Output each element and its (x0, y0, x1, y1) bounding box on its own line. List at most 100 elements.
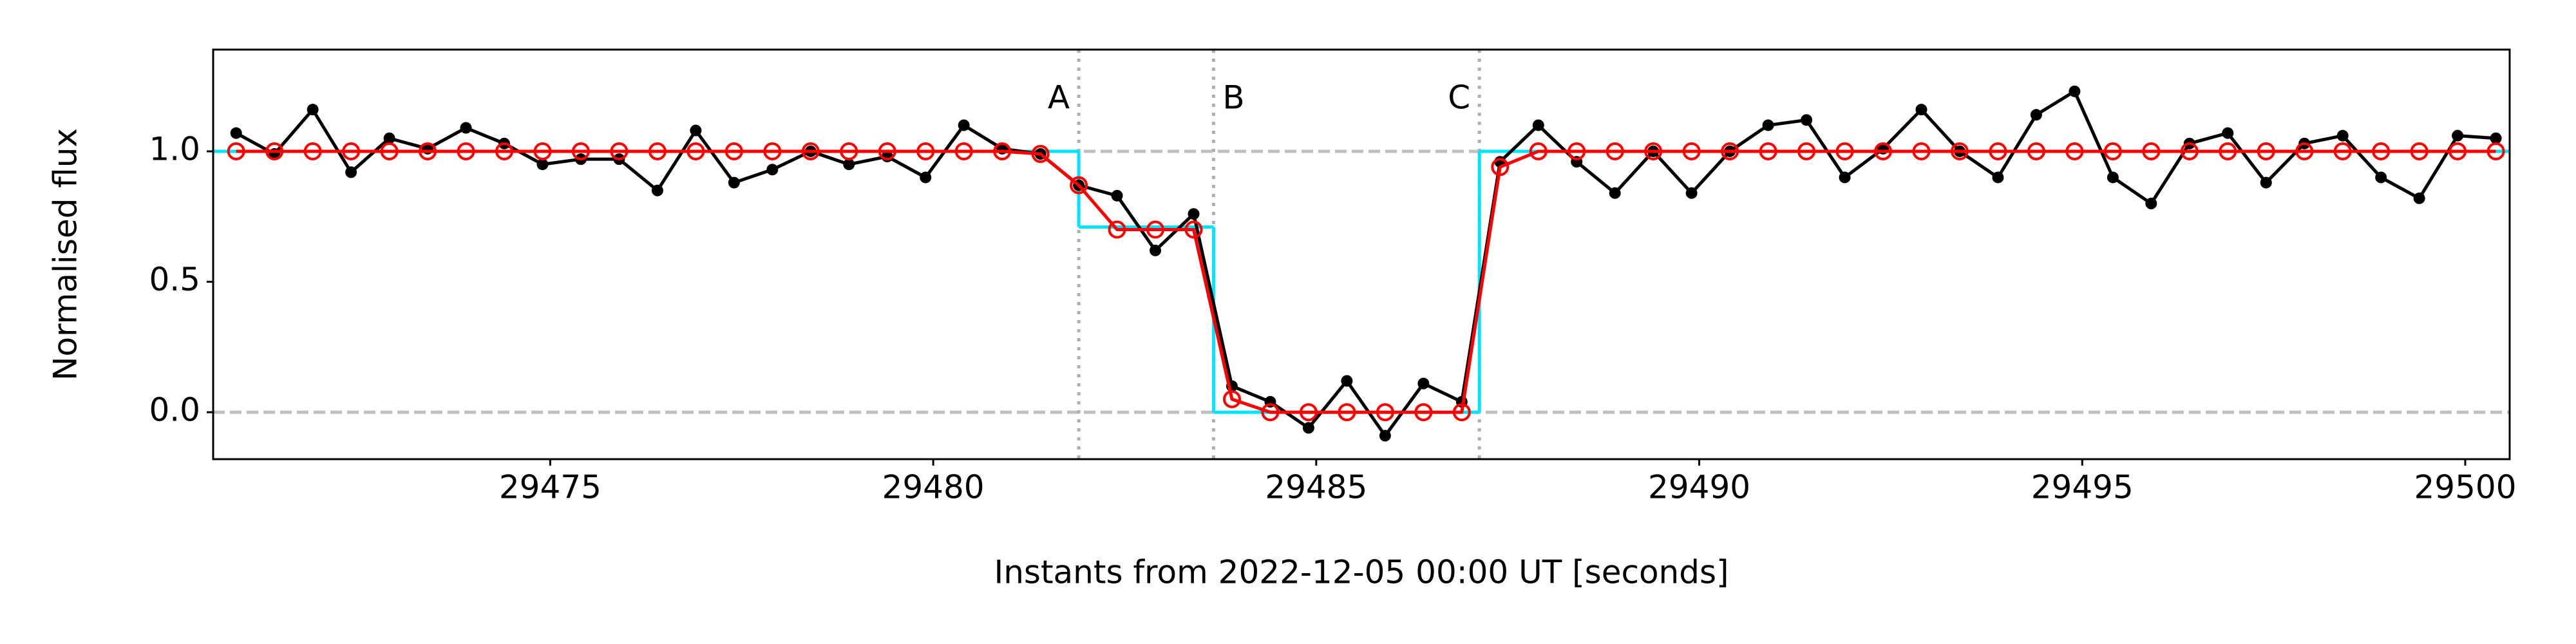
data-point (2333, 142, 2352, 160)
data-point (1532, 119, 1544, 131)
data-point (1992, 171, 2004, 184)
data-point (227, 142, 245, 160)
data-point (1644, 142, 1663, 160)
x-tick-label: 29480 (882, 469, 985, 506)
plot-area (213, 50, 2510, 459)
data-point (1491, 158, 1510, 176)
data-point (1111, 189, 1123, 202)
data-point (1222, 390, 1241, 408)
data-point (1989, 142, 2007, 160)
data-point (536, 158, 549, 171)
y-tick-label: 1.0 (149, 130, 200, 167)
data-point (2490, 132, 2502, 144)
data-point (843, 158, 855, 171)
data-point (1721, 142, 1739, 160)
data-point (2295, 142, 2314, 160)
data-point (533, 142, 552, 160)
data-point (993, 142, 1012, 160)
data-point (1188, 208, 1200, 220)
data-point (303, 142, 322, 160)
data-point (1184, 220, 1203, 239)
data-point (1912, 142, 1931, 160)
data-point (2219, 142, 2237, 160)
data-point (265, 142, 284, 160)
data-point (1299, 403, 1318, 422)
data-point (648, 142, 667, 160)
data-point (2257, 142, 2275, 160)
data-point (2448, 142, 2467, 160)
x-tick-label: 29490 (1648, 469, 1750, 506)
data-point (345, 166, 357, 178)
data-point (2222, 127, 2234, 139)
data-point (2413, 192, 2425, 204)
data-point (651, 184, 663, 196)
x-tick-label: 29495 (2031, 469, 2134, 506)
data-point (1341, 375, 1353, 387)
data-point (230, 127, 242, 139)
data-point (1950, 142, 1969, 160)
data-point (724, 142, 743, 160)
data-point (878, 142, 896, 160)
series-line (235, 90, 2496, 438)
data-point (2142, 142, 2161, 160)
data-point (2452, 129, 2464, 142)
x-tick-label: 29500 (2414, 469, 2516, 506)
data-point (2336, 129, 2349, 142)
x-tick-label: 29485 (1265, 469, 1367, 506)
data-point (342, 142, 361, 160)
series-line (236, 149, 2496, 414)
data-point (2103, 142, 2122, 160)
data-point (610, 142, 629, 160)
data-point (380, 142, 399, 160)
data-point (916, 142, 935, 160)
event-label: B (1222, 79, 1244, 117)
data-point (2027, 142, 2045, 160)
data-point (2069, 85, 2081, 97)
y-axis-title: Normalised flux (47, 128, 84, 381)
data-point (1835, 142, 1854, 160)
data-point (1150, 244, 1162, 256)
data-point (1685, 187, 1698, 199)
data-point (1682, 142, 1701, 160)
data-point (2030, 109, 2042, 121)
y-tick-label: 0.5 (149, 261, 200, 298)
data-point (1801, 114, 1813, 126)
data-point (2107, 171, 2119, 184)
data-point (1915, 104, 1927, 116)
data-point (920, 171, 932, 184)
data-point (1529, 142, 1548, 160)
data-point (457, 142, 475, 160)
data-point (419, 142, 437, 160)
data-point (1874, 142, 1893, 160)
data-point (1146, 220, 1165, 239)
data-point (1338, 403, 1356, 422)
x-tick-label: 29475 (499, 469, 601, 506)
data-point (2375, 171, 2387, 184)
data-point (1605, 142, 1624, 160)
data-point (2065, 142, 2084, 160)
data-point (1567, 142, 1586, 160)
data-point (2260, 176, 2272, 189)
data-point (1108, 220, 1126, 239)
data-point (2180, 142, 2199, 160)
data-point (1302, 422, 1314, 434)
data-point (690, 124, 702, 137)
data-point (1379, 430, 1391, 442)
y-tick-label: 0.0 (149, 392, 200, 429)
data-point (571, 142, 590, 160)
data-point (1376, 403, 1394, 422)
data-point (460, 122, 472, 134)
data-point (840, 142, 858, 160)
data-point (763, 142, 782, 160)
data-point (1609, 187, 1621, 199)
data-point (1797, 142, 1816, 160)
data-point (1762, 119, 1774, 131)
data-point (2145, 198, 2157, 210)
data-point (1261, 403, 1280, 422)
data-point (495, 142, 513, 160)
data-point (801, 142, 820, 160)
x-axis-title: Instants from 2022-12-05 00:00 UT [secon… (994, 554, 1728, 591)
data-point (383, 132, 395, 144)
